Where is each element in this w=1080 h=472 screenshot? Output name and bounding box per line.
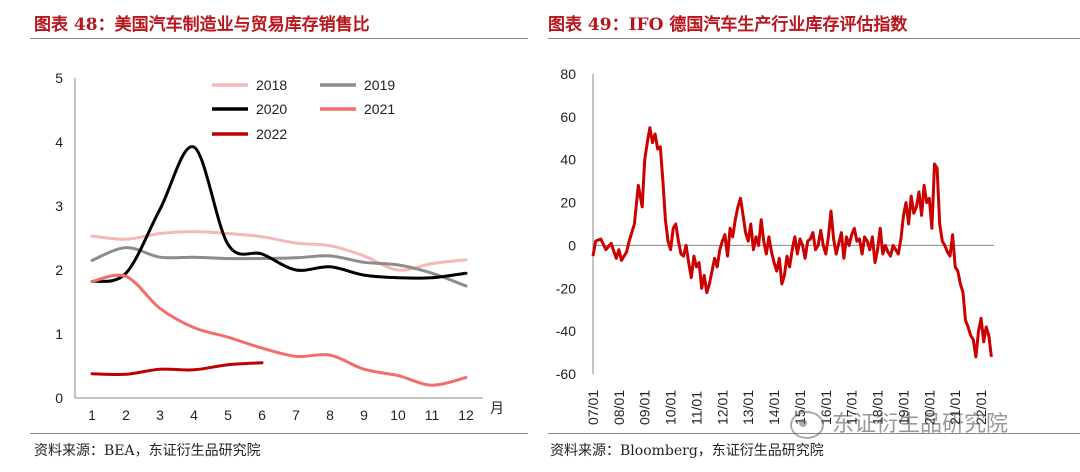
chart-svg-ifo-index: -60 -40 -20 0 20 40 60 80 07/01 08/01 09/01 10/01 11…: [556, 66, 994, 425]
x-tick-label: 10/01: [663, 390, 679, 425]
y-tick-label: 60: [560, 109, 576, 125]
x-axis-label: 月: [490, 400, 504, 416]
series-line-2018: [90, 230, 468, 272]
x-tick-label: 19/01: [895, 390, 911, 425]
x-tick-label: 17/01: [844, 390, 860, 425]
x-tick-label: 3: [156, 407, 164, 423]
y-tick-label: 5: [55, 70, 63, 86]
title-divider: [548, 38, 1080, 39]
watermark-text: 东证衍生品研究院: [832, 412, 1009, 437]
y-tick-label: 40: [560, 152, 576, 168]
series-line-2019: [90, 246, 468, 288]
x-tick-label: 12/01: [714, 390, 730, 425]
y-tick-label: 80: [560, 66, 576, 82]
x-tick-label: 8: [326, 407, 334, 423]
series-line-2022: [90, 361, 264, 377]
x-tick-label: 4: [190, 407, 198, 423]
x-tick-label: 20/01: [921, 390, 937, 425]
legend-label-2020: 2020: [256, 101, 287, 117]
x-tick-label: 18/01: [870, 390, 886, 425]
y-tick-label: -20: [556, 280, 576, 296]
x-tick-label: 22/01: [973, 390, 989, 425]
legend-label-2019: 2019: [364, 77, 395, 93]
source-note: 资料来源：Bloomberg，东证衍生品研究院: [550, 443, 824, 459]
series-line-2020: [90, 145, 468, 283]
x-tick-label: 1: [88, 407, 96, 423]
x-tick-label: 5: [224, 407, 232, 423]
legend-label-2018: 2018: [256, 77, 287, 93]
x-tick-label: 13/01: [740, 390, 756, 425]
watermark: 东证衍生品研究院: [790, 406, 1008, 439]
x-tick-label: 11/01: [688, 391, 704, 425]
y-tick-label: 4: [55, 134, 63, 150]
legend-label-2022: 2022: [256, 126, 287, 142]
legend-label-2021: 2021: [364, 101, 395, 117]
x-tick-label: 12: [458, 407, 474, 423]
source-divider: [30, 433, 528, 434]
x-tick-label: 2: [122, 407, 130, 423]
chart-title: 图表 49：IFO 德国汽车生产行业库存评估指数: [548, 15, 908, 35]
series-line-ifo: [591, 126, 993, 359]
y-tick-label: 0: [568, 237, 576, 253]
y-tick-label: 20: [560, 195, 576, 211]
wechat-icon: [790, 411, 824, 439]
x-tick-label: 9: [360, 407, 368, 423]
x-tick-label: 10: [390, 407, 406, 423]
y-tick-label: 3: [55, 198, 63, 214]
y-tick-label: -60: [556, 366, 576, 382]
x-tick-label: 09/01: [637, 390, 653, 425]
x-tick-label: 07/01: [585, 390, 601, 425]
y-tick-label: -40: [556, 323, 576, 339]
x-tick-label: 14/01: [766, 390, 782, 425]
chart-title: 图表 48：美国汽车制造业与贸易库存销售比: [34, 15, 370, 35]
y-tick-label: 0: [55, 390, 63, 406]
x-tick-label: 11: [425, 407, 440, 423]
x-tick-label: 16/01: [818, 390, 834, 425]
x-tick-label: 08/01: [611, 390, 627, 425]
chart-panel-right: 图表 49：IFO 德国汽车生产行业库存评估指数 -60 -40 -20 0 20 40 6…: [548, 0, 1080, 472]
source-note: 资料来源：BEA，东证衍生品研究院: [34, 443, 261, 459]
x-tick-label: 6: [258, 407, 266, 423]
x-tick-label: 7: [292, 407, 300, 423]
x-tick-label: 21/01: [947, 390, 963, 425]
series-line-2021: [90, 273, 468, 387]
chart-panel-left: 图表 48：美国汽车制造业与贸易库存销售比 0 1 2 3 4 5 1 2 3 4 5 6 7 8 9 10 1…: [0, 0, 530, 472]
y-tick-label: 2: [55, 262, 63, 278]
y-tick-label: 1: [55, 326, 63, 342]
title-divider: [30, 38, 528, 39]
